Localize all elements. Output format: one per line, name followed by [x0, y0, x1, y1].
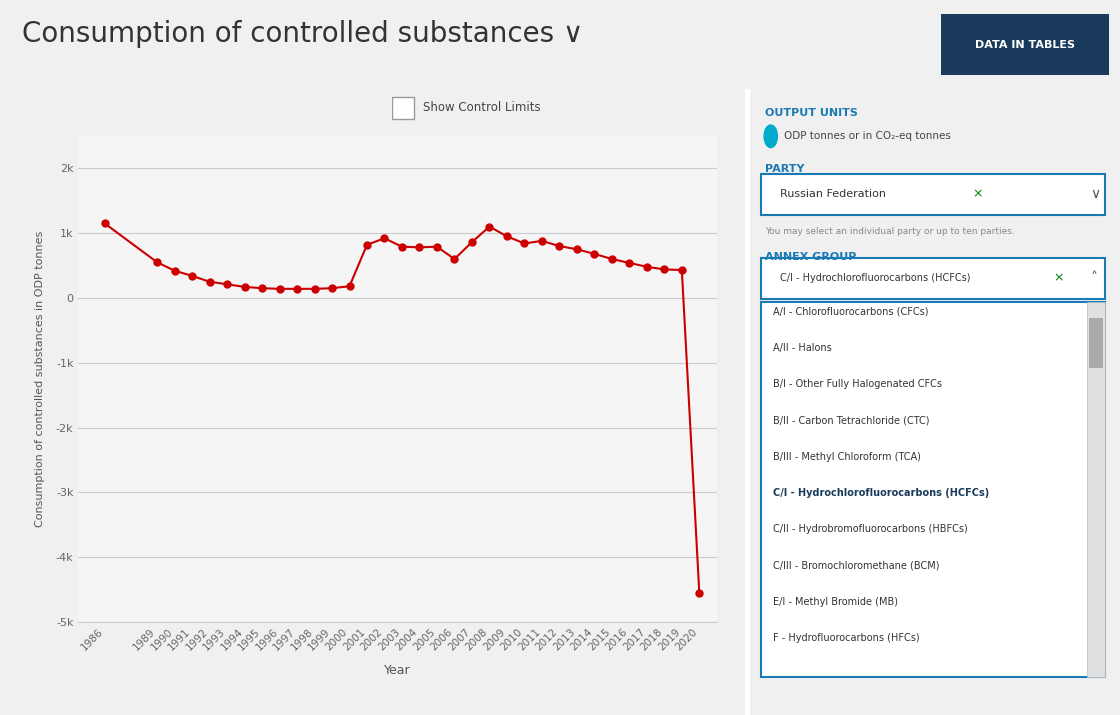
Text: Show Control Limits: Show Control Limits — [423, 101, 541, 114]
FancyBboxPatch shape — [762, 174, 1105, 214]
FancyBboxPatch shape — [392, 97, 413, 119]
FancyBboxPatch shape — [1086, 302, 1105, 678]
FancyBboxPatch shape — [941, 14, 1109, 75]
Text: A/I - Chlorofluorocarbons (CFCs): A/I - Chlorofluorocarbons (CFCs) — [773, 307, 928, 317]
Text: ˄: ˄ — [1091, 271, 1098, 285]
Text: PARTY: PARTY — [765, 164, 804, 174]
Text: Russian Federation: Russian Federation — [780, 189, 886, 199]
Circle shape — [764, 125, 777, 147]
Text: A/II - Halons: A/II - Halons — [773, 342, 831, 352]
Text: ×: × — [972, 187, 982, 200]
Text: OUTPUT UNITS: OUTPUT UNITS — [765, 108, 858, 118]
Text: C/III - Bromochloromethane (BCM): C/III - Bromochloromethane (BCM) — [773, 561, 939, 571]
Text: ODP tonnes or in CO₂-eq tonnes: ODP tonnes or in CO₂-eq tonnes — [784, 132, 951, 142]
Text: B/II - Carbon Tetrachloride (CTC): B/II - Carbon Tetrachloride (CTC) — [773, 415, 930, 425]
Text: C/I - Hydrochlorofluorocarbons (HCFCs): C/I - Hydrochlorofluorocarbons (HCFCs) — [773, 488, 989, 498]
FancyBboxPatch shape — [764, 478, 1096, 508]
Text: ANNEX GROUP: ANNEX GROUP — [765, 252, 857, 262]
Text: DATA IN TABLES: DATA IN TABLES — [974, 40, 1075, 49]
Text: E/I - Methyl Bromide (MB): E/I - Methyl Bromide (MB) — [773, 597, 897, 607]
Text: ∨: ∨ — [1091, 187, 1101, 201]
FancyBboxPatch shape — [762, 302, 1105, 678]
Text: C/I - Hydrochlorofluorocarbons (HCFCs): C/I - Hydrochlorofluorocarbons (HCFCs) — [780, 273, 970, 283]
Text: B/III - Methyl Chloroform (TCA): B/III - Methyl Chloroform (TCA) — [773, 452, 921, 462]
FancyBboxPatch shape — [762, 258, 1105, 299]
Text: F - Hydrofluorocarbons (HFCs): F - Hydrofluorocarbons (HFCs) — [773, 633, 920, 643]
Text: C/II - Hydrobromofluorocarbons (HBFCs): C/II - Hydrobromofluorocarbons (HBFCs) — [773, 524, 968, 534]
X-axis label: Year: Year — [384, 664, 411, 677]
Text: Consumption of controlled substances ∨: Consumption of controlled substances ∨ — [22, 20, 584, 49]
Text: B/I - Other Fully Halogenated CFCs: B/I - Other Fully Halogenated CFCs — [773, 379, 942, 389]
Text: You may select an individual party or up to ten parties.: You may select an individual party or up… — [765, 227, 1015, 236]
Text: ×: × — [1054, 272, 1064, 285]
FancyBboxPatch shape — [1089, 317, 1103, 368]
Y-axis label: Consumption of controlled substances in ODP tonnes: Consumption of controlled substances in … — [35, 231, 45, 527]
